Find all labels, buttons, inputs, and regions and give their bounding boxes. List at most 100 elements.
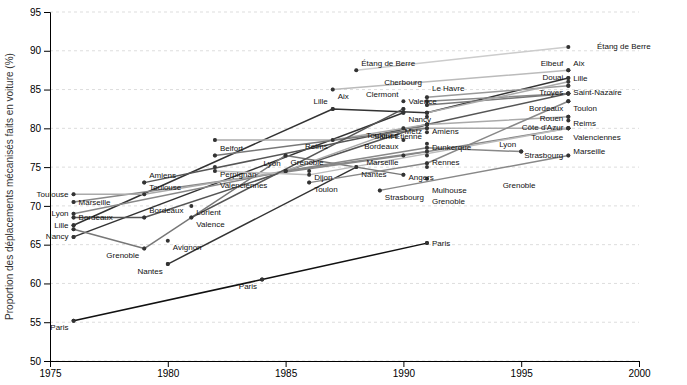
grid-line (50, 50, 639, 51)
y-tick-mark (44, 90, 50, 91)
y-tick-label: 70 (30, 201, 42, 212)
point (425, 150, 429, 154)
annotation: Strasbourg (385, 193, 424, 202)
point (566, 115, 570, 119)
point (72, 235, 76, 239)
point (142, 181, 146, 185)
point (425, 142, 429, 146)
y-tick-label: 80 (30, 123, 42, 134)
point (213, 165, 217, 169)
y-tick-label: 55 (30, 317, 42, 328)
point (354, 165, 358, 169)
y-tick-mark (44, 51, 50, 52)
x-tick-label: 1985 (275, 368, 298, 379)
line (215, 128, 427, 155)
annotation: Valence (196, 220, 225, 229)
annotations: ParisParisParisNantesAvignonGrenobleNanc… (37, 42, 652, 332)
line-markers (72, 91, 571, 219)
point (213, 153, 217, 157)
point (331, 138, 335, 142)
y-tick-mark (44, 128, 50, 129)
point (378, 188, 382, 192)
point (72, 223, 76, 227)
point (425, 111, 429, 115)
point (213, 138, 217, 142)
point (425, 126, 429, 130)
annotation: Mulhouse (432, 186, 467, 195)
point (566, 80, 570, 84)
grid-line (50, 283, 639, 284)
annotation: Marseille (366, 158, 399, 167)
annotation: Douai (542, 73, 563, 82)
annotation: Toulouse (37, 190, 70, 199)
point (72, 200, 76, 204)
point (189, 216, 193, 220)
point (166, 262, 170, 266)
line-markers (72, 146, 524, 216)
point (566, 126, 570, 130)
y-tick-label: 75 (30, 162, 42, 173)
line (309, 101, 568, 182)
annotation: Reims (305, 142, 328, 151)
point (425, 165, 429, 169)
point (72, 223, 76, 227)
y-axis-line (44, 13, 51, 362)
y-tick: 70 (30, 201, 50, 212)
point (401, 153, 405, 157)
annotation: Nancy (408, 115, 431, 124)
point (142, 192, 146, 196)
y-tick-mark (44, 322, 50, 323)
point (401, 107, 405, 111)
annotation: Nantes (361, 170, 386, 179)
line (427, 82, 568, 113)
grid-line (50, 205, 639, 206)
line (380, 155, 568, 190)
annotation: Reims (573, 119, 596, 128)
annotation: Côte d'Azur (522, 123, 564, 132)
point (566, 99, 570, 103)
point (425, 111, 429, 115)
point (401, 99, 405, 103)
point (519, 150, 523, 154)
point (307, 181, 311, 185)
annotation: Lille (54, 221, 69, 230)
point (401, 111, 405, 115)
point (566, 91, 570, 95)
annotation: Rennes (432, 158, 460, 167)
line (74, 128, 569, 194)
point (260, 278, 264, 282)
point (72, 192, 76, 196)
annotation: Rouen (540, 114, 564, 123)
point (331, 107, 335, 111)
annotation: Cherbourg (384, 78, 422, 87)
point (72, 216, 76, 220)
point (142, 181, 146, 185)
point (566, 91, 570, 95)
point (425, 130, 429, 134)
y-tick-mark (44, 361, 50, 362)
annotation: Paris (239, 282, 257, 291)
annotation: Bordeaux (79, 213, 113, 222)
annotation: Lille (573, 74, 588, 83)
point (72, 192, 76, 196)
point (354, 165, 358, 169)
point (566, 45, 570, 49)
point (213, 153, 217, 157)
y-tick: 55 (30, 317, 50, 328)
point (425, 150, 429, 154)
grid-line (50, 244, 639, 245)
point (566, 126, 570, 130)
annotation: Dunkerque (432, 143, 472, 152)
x-tick-mark (168, 361, 169, 367)
annotation: Le Havre (432, 84, 465, 93)
y-tick-mark (44, 245, 50, 246)
point (72, 212, 76, 216)
line-markers (213, 126, 429, 157)
x-tick-mark (639, 361, 640, 367)
x-axis-line (51, 362, 640, 368)
line-markers (72, 153, 406, 250)
y-tick-mark (44, 167, 50, 168)
point (284, 153, 288, 157)
line (168, 167, 356, 264)
line-markers (284, 150, 429, 173)
